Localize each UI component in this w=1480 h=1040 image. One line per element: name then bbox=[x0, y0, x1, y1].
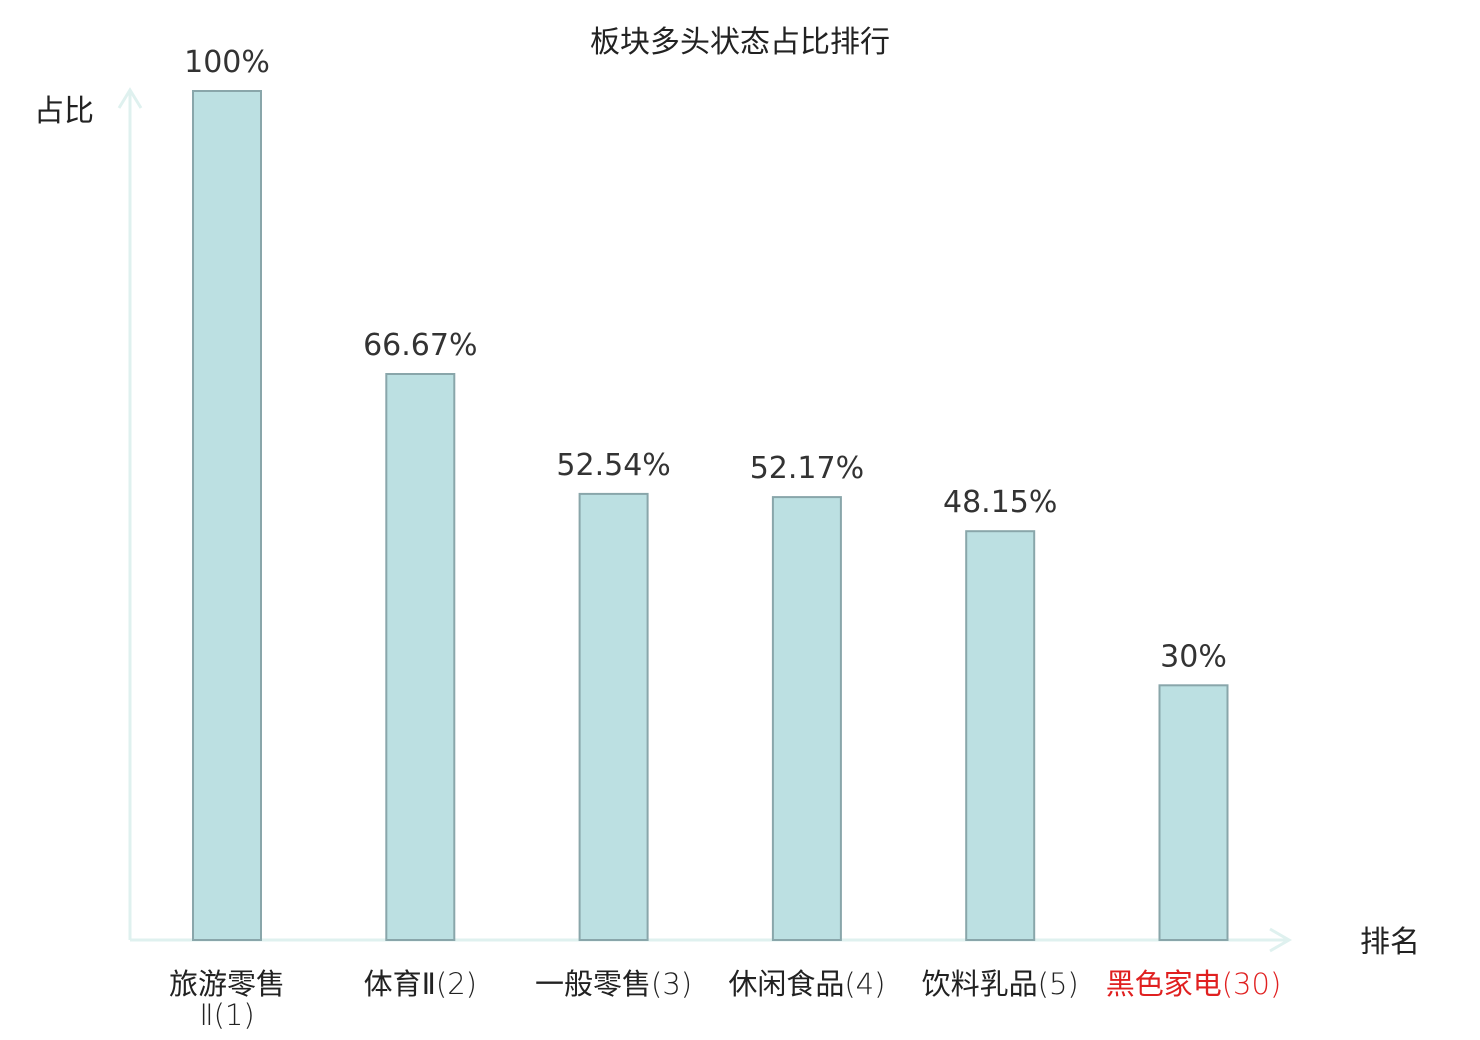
bar bbox=[771, 496, 842, 941]
value-labels-group: 100% 66.67% 52.54% 52.17% 48.15% 30% bbox=[184, 45, 1227, 674]
bar bbox=[385, 373, 456, 941]
x-axis-label: 排名 bbox=[1360, 925, 1420, 960]
bar bbox=[578, 492, 649, 941]
x-axis-arrow bbox=[1269, 927, 1292, 953]
bar-value-label: 30% bbox=[1160, 639, 1227, 674]
bar bbox=[192, 90, 262, 941]
bar bbox=[1158, 684, 1229, 941]
bar-value-label: 66.67% bbox=[363, 328, 477, 363]
bar-value-label: 52.17% bbox=[750, 451, 864, 486]
x-tick-label: 体育Ⅱ(2) bbox=[364, 967, 477, 1001]
chart-title: 板块多头状态占比排行 bbox=[590, 25, 890, 60]
bar-value-label: 48.15% bbox=[943, 485, 1057, 520]
y-axis-label: 占比 bbox=[34, 94, 94, 129]
bar-value-label: 100% bbox=[184, 45, 270, 80]
x-tick-label: 黑色家电(30) bbox=[1106, 967, 1282, 1001]
x-tick-label: 一般零售(3) bbox=[535, 967, 692, 1001]
bar bbox=[965, 530, 1036, 941]
category-labels-group: 旅游零售 Ⅱ(1) 体育Ⅱ(2) 一般零售(3) 休闲食品(4) 饮料乳品(5) 黑色家电(… bbox=[169, 967, 1281, 1032]
bars-group bbox=[192, 90, 1229, 941]
x-tick-label: 饮料乳品(5) bbox=[922, 967, 1079, 1001]
x-tick-label: 休闲食品(4) bbox=[728, 967, 885, 1001]
bar-value-label: 52.54% bbox=[556, 448, 670, 483]
x-tick-label: 旅游零售 Ⅱ(1) bbox=[169, 967, 285, 1032]
y-axis-arrow bbox=[117, 87, 143, 109]
